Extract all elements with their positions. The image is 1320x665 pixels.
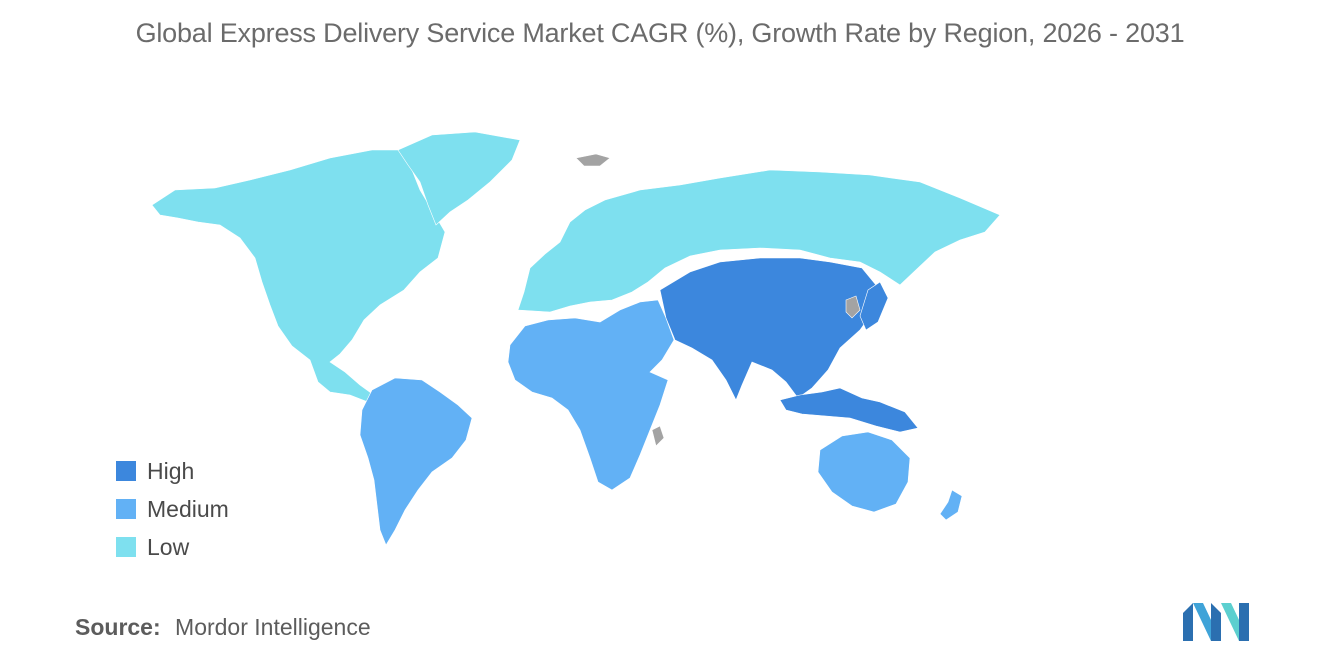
- region-no-data-korea: [845, 295, 861, 319]
- region-south-america: [359, 377, 473, 546]
- region-no-data-madagascar: [651, 425, 665, 447]
- region-north-america: [151, 149, 446, 403]
- legend-swatch-medium: [116, 499, 136, 519]
- legend-item-high: High: [116, 452, 229, 490]
- source-note: Source: Mordor Intelligence: [75, 614, 371, 641]
- legend-label-high: High: [147, 457, 195, 484]
- source-text: Mordor Intelligence: [175, 614, 371, 640]
- region-no-data-svalbard: [575, 153, 611, 167]
- legend: High Medium Low: [116, 452, 229, 566]
- legend-label-low: Low: [147, 533, 190, 560]
- region-africa-middle-east: [507, 299, 675, 491]
- region-southeast-asia-islands: [779, 387, 919, 433]
- region-australia: [817, 431, 911, 513]
- legend-swatch-low: [116, 537, 136, 557]
- region-asia-pacific: [659, 257, 877, 401]
- region-japan: [859, 281, 889, 331]
- legend-swatch-high: [116, 461, 136, 481]
- region-new-zealand: [939, 489, 963, 521]
- source-label: Source:: [75, 614, 161, 640]
- chart-title: Global Express Delivery Service Market C…: [135, 18, 1185, 48]
- region-greenland: [397, 131, 521, 226]
- legend-label-medium: Medium: [147, 495, 229, 522]
- legend-item-medium: Medium: [116, 490, 229, 528]
- mordor-intelligence-logo: [1183, 603, 1249, 641]
- legend-item-low: Low: [116, 528, 229, 566]
- region-europe-russia: [517, 169, 1001, 313]
